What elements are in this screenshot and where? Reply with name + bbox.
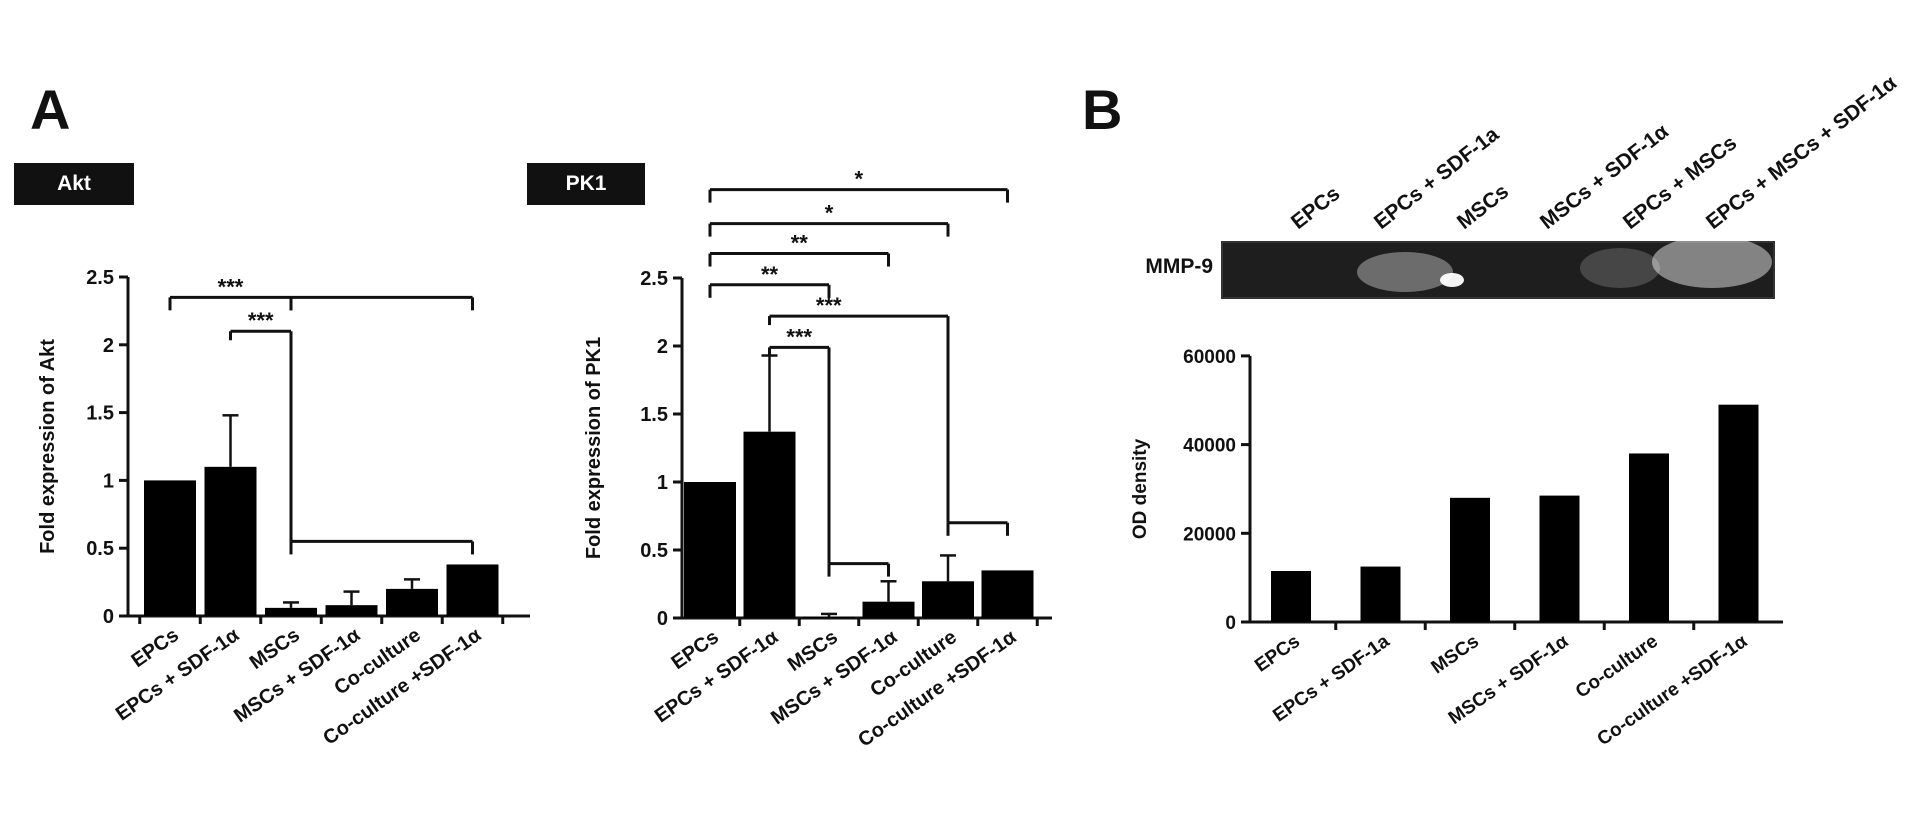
pk1-y-tick-label: 1.5 xyxy=(640,404,668,426)
pk1-significance-label: ** xyxy=(791,231,809,256)
pk1-y-tick-label: 0.5 xyxy=(640,540,668,562)
panel-a-label: A xyxy=(30,78,71,141)
pk1-bar xyxy=(922,581,974,618)
pk1-bar xyxy=(803,616,855,618)
blot-lane-label: EPCs xyxy=(1287,182,1344,234)
pk1-significance-label: * xyxy=(854,167,863,192)
akt-tag: Akt xyxy=(14,163,134,205)
akt-bar xyxy=(386,588,438,616)
pk1-significance-label: *** xyxy=(786,324,812,349)
pk1-y-tick-label: 0 xyxy=(657,608,668,630)
blot-lane-label: MSCs xyxy=(1453,180,1513,234)
akt-y-tick-label: 1 xyxy=(103,470,114,492)
mmp9-blot xyxy=(1221,241,1775,299)
od-y-tick-label: 0 xyxy=(1225,613,1236,634)
pk1-significance-label: * xyxy=(825,201,834,226)
pk1-significance-label: ** xyxy=(761,262,779,287)
mmp9-band xyxy=(1580,248,1660,288)
od-y-tick-label: 60000 xyxy=(1183,347,1236,368)
od-category-label: Co-culture +SDF-1α xyxy=(1594,631,1752,750)
od-bar xyxy=(1271,570,1311,622)
akt-y-tick-label: 1.5 xyxy=(86,403,114,425)
mmp9-label: MMP-9 xyxy=(1145,255,1213,278)
akt-significance-label: *** xyxy=(248,308,274,333)
od-bar xyxy=(1718,404,1759,622)
akt-y-tick-label: 0 xyxy=(103,606,114,628)
od-bar xyxy=(1360,566,1401,622)
od-category-label: EPCs xyxy=(1251,631,1304,677)
akt-y-tick-label: 2.5 xyxy=(86,267,114,289)
akt-bar xyxy=(446,564,499,616)
akt-y-tick-label: 2 xyxy=(103,335,114,357)
akt-significance-label: *** xyxy=(218,274,244,299)
od-bar xyxy=(1629,453,1669,622)
pk1-bar xyxy=(981,570,1034,618)
od-category-label: Co-culture xyxy=(1572,631,1662,703)
akt-bar xyxy=(325,605,378,616)
pk1-bar xyxy=(743,431,796,618)
akt-bar xyxy=(265,607,317,616)
od-bar xyxy=(1539,495,1580,622)
akt-bar xyxy=(204,466,257,616)
od-y-tick-label: 40000 xyxy=(1183,436,1236,457)
mmp9-band xyxy=(1652,236,1772,288)
pk1-significance-label: *** xyxy=(816,293,842,318)
pk1-y-tick-label: 2 xyxy=(657,336,668,358)
pk1-bar xyxy=(684,482,736,618)
pk1-bar xyxy=(862,601,915,618)
pk1-y-tick-label: 1 xyxy=(657,472,668,494)
od-y-tick-label: 20000 xyxy=(1183,524,1236,545)
od-y-axis-label: OD density xyxy=(1130,438,1151,539)
od-bar xyxy=(1450,497,1490,622)
pk1-y-axis-label: Fold expression of PK1 xyxy=(583,337,605,559)
akt-y-axis-label: Fold expression of Akt xyxy=(37,339,59,554)
pk1-tag: PK1 xyxy=(527,163,645,205)
mmp9-band xyxy=(1357,252,1453,292)
panel-b-label: B xyxy=(1082,78,1123,141)
akt-bar xyxy=(144,480,196,616)
od-category-label: MSCs xyxy=(1428,631,1483,678)
akt-y-tick-label: 0.5 xyxy=(86,538,114,560)
mmp9-band xyxy=(1440,273,1464,287)
pk1-y-tick-label: 2.5 xyxy=(640,268,668,290)
